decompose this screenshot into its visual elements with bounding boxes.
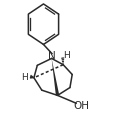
Polygon shape [51,58,59,96]
Text: N: N [47,51,55,61]
Text: H: H [63,51,69,60]
Text: OH: OH [73,101,89,111]
Text: H: H [21,73,27,82]
